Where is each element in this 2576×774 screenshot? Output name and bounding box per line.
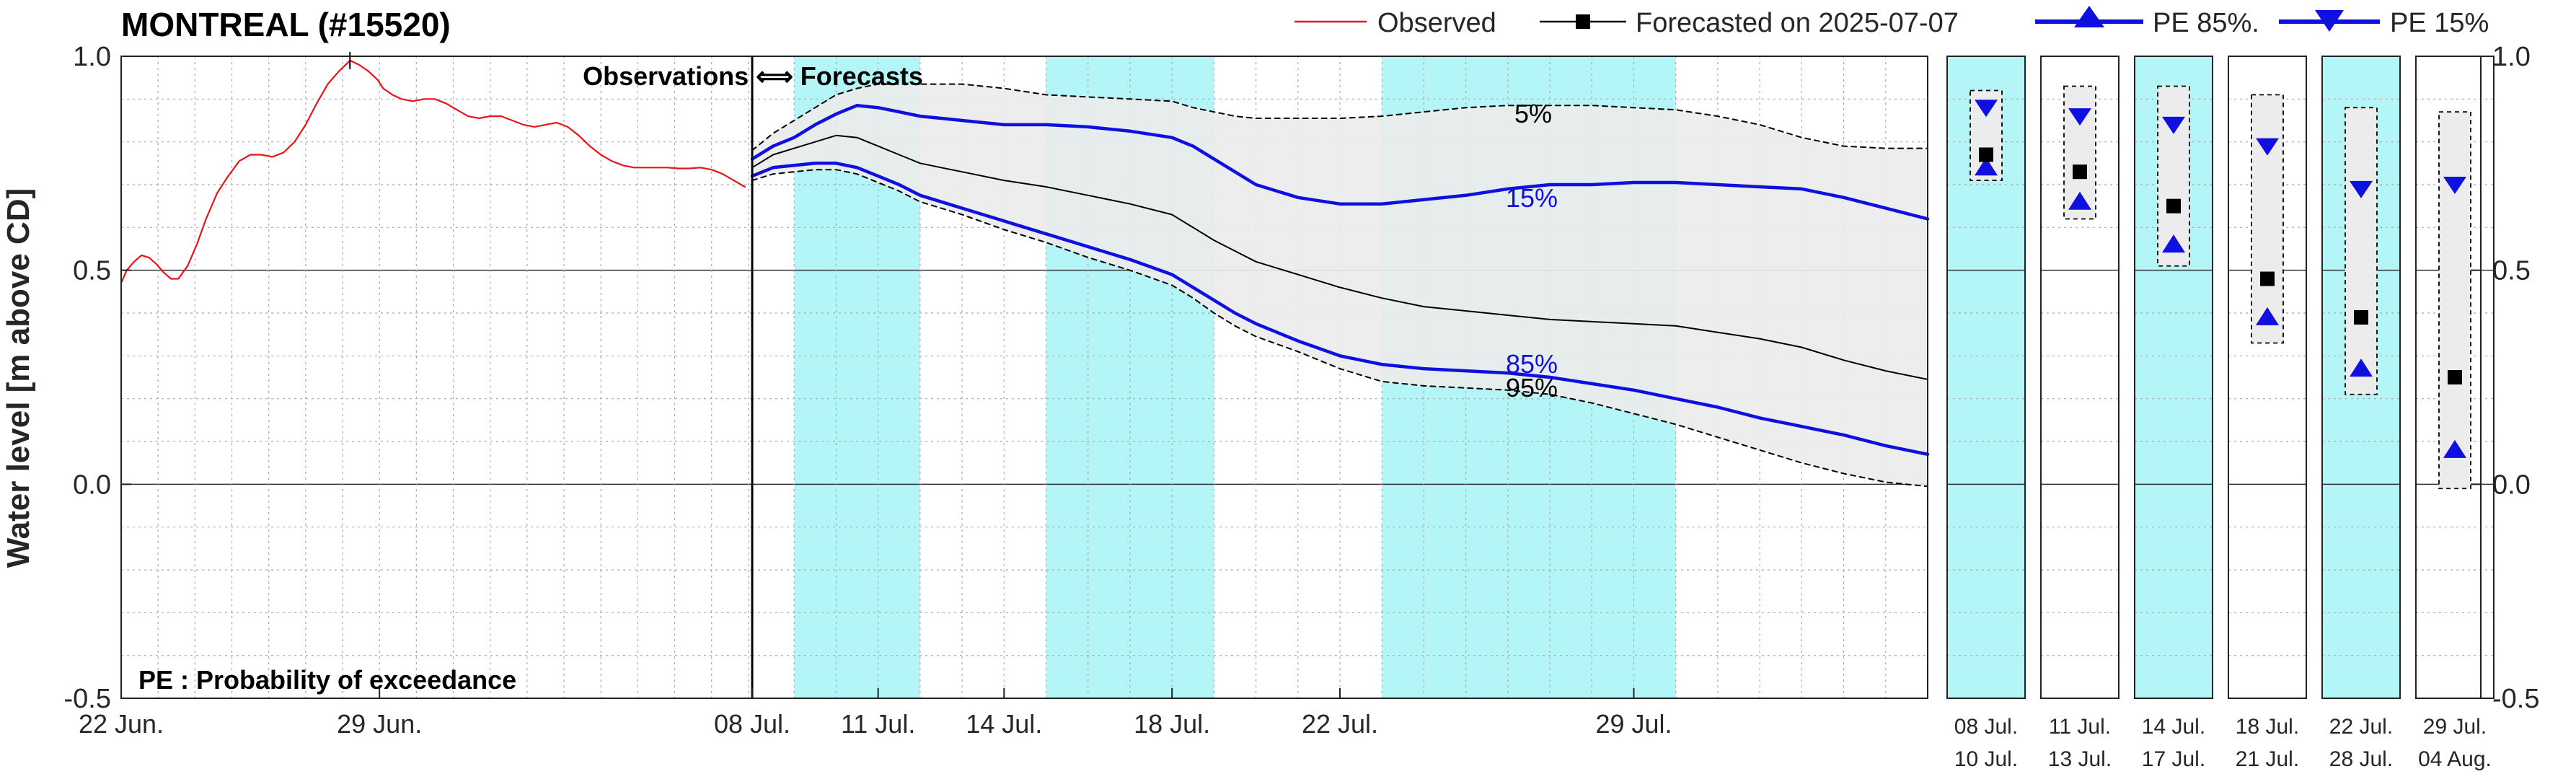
period-panel-frame-5: [2321, 56, 2401, 699]
period-median-marker-1: [1979, 147, 1993, 162]
period-median-marker-5: [2354, 309, 2368, 325]
period-panel-frame-1: [1946, 56, 2026, 699]
frame-layer: 08 Jul. 10 Jul. 11 Jul. 13 Jul. 14 Jul. 17 Ju…: [64, 42, 2540, 771]
right-y-tick-label: 1.0: [2492, 42, 2531, 72]
period-range-box-5: [2345, 107, 2378, 395]
period-panel-frame-6: [2415, 56, 2495, 699]
period-pe85-marker-6: [2443, 439, 2466, 458]
data-layer: [120, 51, 2471, 490]
period-label-start-4: 18 Jul.: [2236, 715, 2299, 739]
label-15pct: 15%: [1506, 183, 1558, 213]
period-label-end-3: 17 Jul.: [2142, 747, 2205, 771]
period-median-marker-2: [2073, 164, 2087, 180]
forecast-x-tick-label: 18 Jul.: [1134, 709, 1210, 739]
period-pe15-marker-6: [2443, 177, 2466, 194]
period-panel-frame-3: [2134, 56, 2213, 699]
obs-x-tick-label: 22 Jun.: [79, 709, 164, 739]
period-range-box-4: [2251, 94, 2284, 344]
series-p5-line: [751, 83, 1928, 151]
main-plot-frame: [120, 56, 1928, 699]
period-label-start-1: 08 Jul.: [1954, 715, 2018, 739]
period-label-start-3: 14 Jul.: [2142, 715, 2205, 739]
right-y-tick-label: 0.0: [2492, 470, 2531, 500]
period-label-end-4: 21 Jul.: [2236, 747, 2299, 771]
forecast-x-tick-label: 08 Jul.: [714, 709, 790, 739]
series-observed-line: [120, 59, 746, 284]
forecast-x-tick-label: 22 Jul.: [1302, 709, 1378, 739]
label-85pct: 85%: [1506, 349, 1558, 379]
period-pe15-marker-2: [2068, 108, 2091, 126]
period-panel-frame-2: [2040, 56, 2120, 699]
forecast-x-tick-label: 29 Jul.: [1595, 709, 1672, 739]
left-y-tick-label: 1.0: [73, 42, 111, 72]
pe-note: PE : Probability of exceedance: [138, 665, 516, 695]
legend-observed-label: Observed: [1377, 8, 1496, 38]
legend-forecast-marker: [1576, 14, 1590, 29]
left-y-tick-label: -0.5: [64, 684, 111, 714]
left-y-tick-label: 0.5: [73, 256, 111, 286]
legend-forecast-label: Forecasted on 2025-07-07: [1636, 8, 1959, 38]
period-pe85-marker-5: [2350, 359, 2373, 377]
series-median-line: [751, 134, 1928, 380]
period-label-end-6: 04 Aug.: [2418, 747, 2492, 771]
label-5pct: 5%: [1514, 99, 1552, 128]
period-label-start-5: 22 Jul.: [2329, 715, 2393, 739]
legend-pe85-label: PE 85%.: [2153, 8, 2259, 38]
period-label-end-1: 10 Jul.: [1954, 747, 2018, 771]
legend: Observed Forecasted on 2025-07-07 PE 85%…: [1294, 6, 2489, 38]
period-panel-frame-4: [2228, 56, 2307, 699]
period-range-box-6: [2438, 111, 2471, 490]
period-pe15-marker-3: [2162, 116, 2185, 134]
series-p95-line: [751, 169, 1928, 488]
chart-title: MONTREAL (#15520): [121, 6, 451, 43]
probability-band: [752, 84, 1928, 487]
legend-pe15-marker: [2315, 10, 2344, 32]
period-pe15-marker-4: [2256, 138, 2279, 156]
period-pe85-marker-4: [2256, 307, 2279, 325]
transition-annotation: Observations ⟺ Forecasts: [583, 61, 923, 91]
label-95pct: 95%: [1506, 373, 1558, 403]
legend-pe85-marker: [2074, 6, 2104, 27]
obs-x-tick-label: 29 Jun.: [337, 709, 422, 739]
forecast-x-tick-label: 11 Jul.: [841, 709, 915, 739]
period-median-marker-4: [2260, 271, 2275, 286]
legend-pe15-label: PE 15%: [2390, 8, 2489, 38]
period-median-marker-6: [2448, 370, 2462, 384]
y-axis-label: Water level [m above CD]: [1, 188, 36, 568]
period-label-start-6: 29 Jul.: [2423, 715, 2487, 739]
right-y-tick-label: -0.5: [2492, 684, 2539, 714]
period-pe85-marker-3: [2162, 234, 2185, 253]
right-y-tick-label: 0.5: [2492, 256, 2531, 286]
left-y-tick-label: 0.0: [73, 470, 111, 500]
period-label-start-2: 11 Jul.: [2049, 715, 2111, 739]
period-label-end-2: 13 Jul.: [2048, 747, 2112, 771]
period-pe85-marker-1: [1975, 157, 1998, 176]
series-pe85-line: [750, 162, 1930, 457]
series-pe15-line: [750, 103, 1930, 221]
period-pe15-marker-1: [1975, 100, 1998, 118]
period-pe85-marker-2: [2068, 191, 2091, 210]
forecast-x-tick-label: 14 Jul.: [966, 709, 1042, 739]
period-median-marker-3: [2166, 198, 2181, 214]
period-label-end-5: 28 Jul.: [2329, 747, 2393, 771]
period-pe15-marker-5: [2350, 180, 2373, 198]
